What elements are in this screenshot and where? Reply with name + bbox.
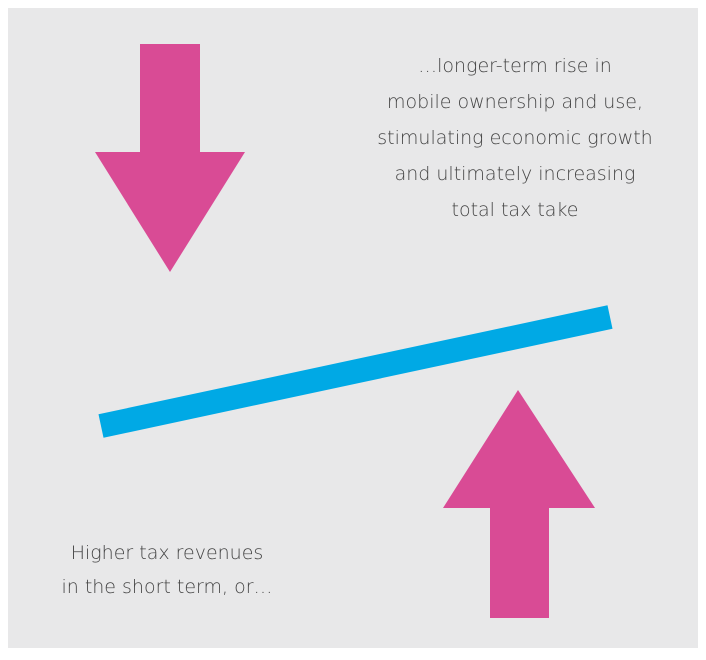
text-line: in the short term, or…	[61, 576, 272, 598]
up-arrow	[443, 390, 595, 618]
top-text: …longer-term rise in mobile ownership and…	[377, 55, 652, 221]
text-line: Higher tax revenues	[71, 542, 264, 564]
bottom-text: Higher tax revenues in the short term, or…	[61, 542, 272, 598]
text-line: and ultimately increasing	[395, 163, 636, 185]
down-arrow	[95, 44, 245, 272]
text-line: total tax take	[452, 199, 579, 221]
text-line: mobile ownership and use,	[387, 91, 643, 113]
text-line: stimulating economic growth	[377, 127, 652, 149]
text-line: …longer-term rise in	[418, 55, 612, 77]
seesaw-beam	[98, 305, 613, 438]
